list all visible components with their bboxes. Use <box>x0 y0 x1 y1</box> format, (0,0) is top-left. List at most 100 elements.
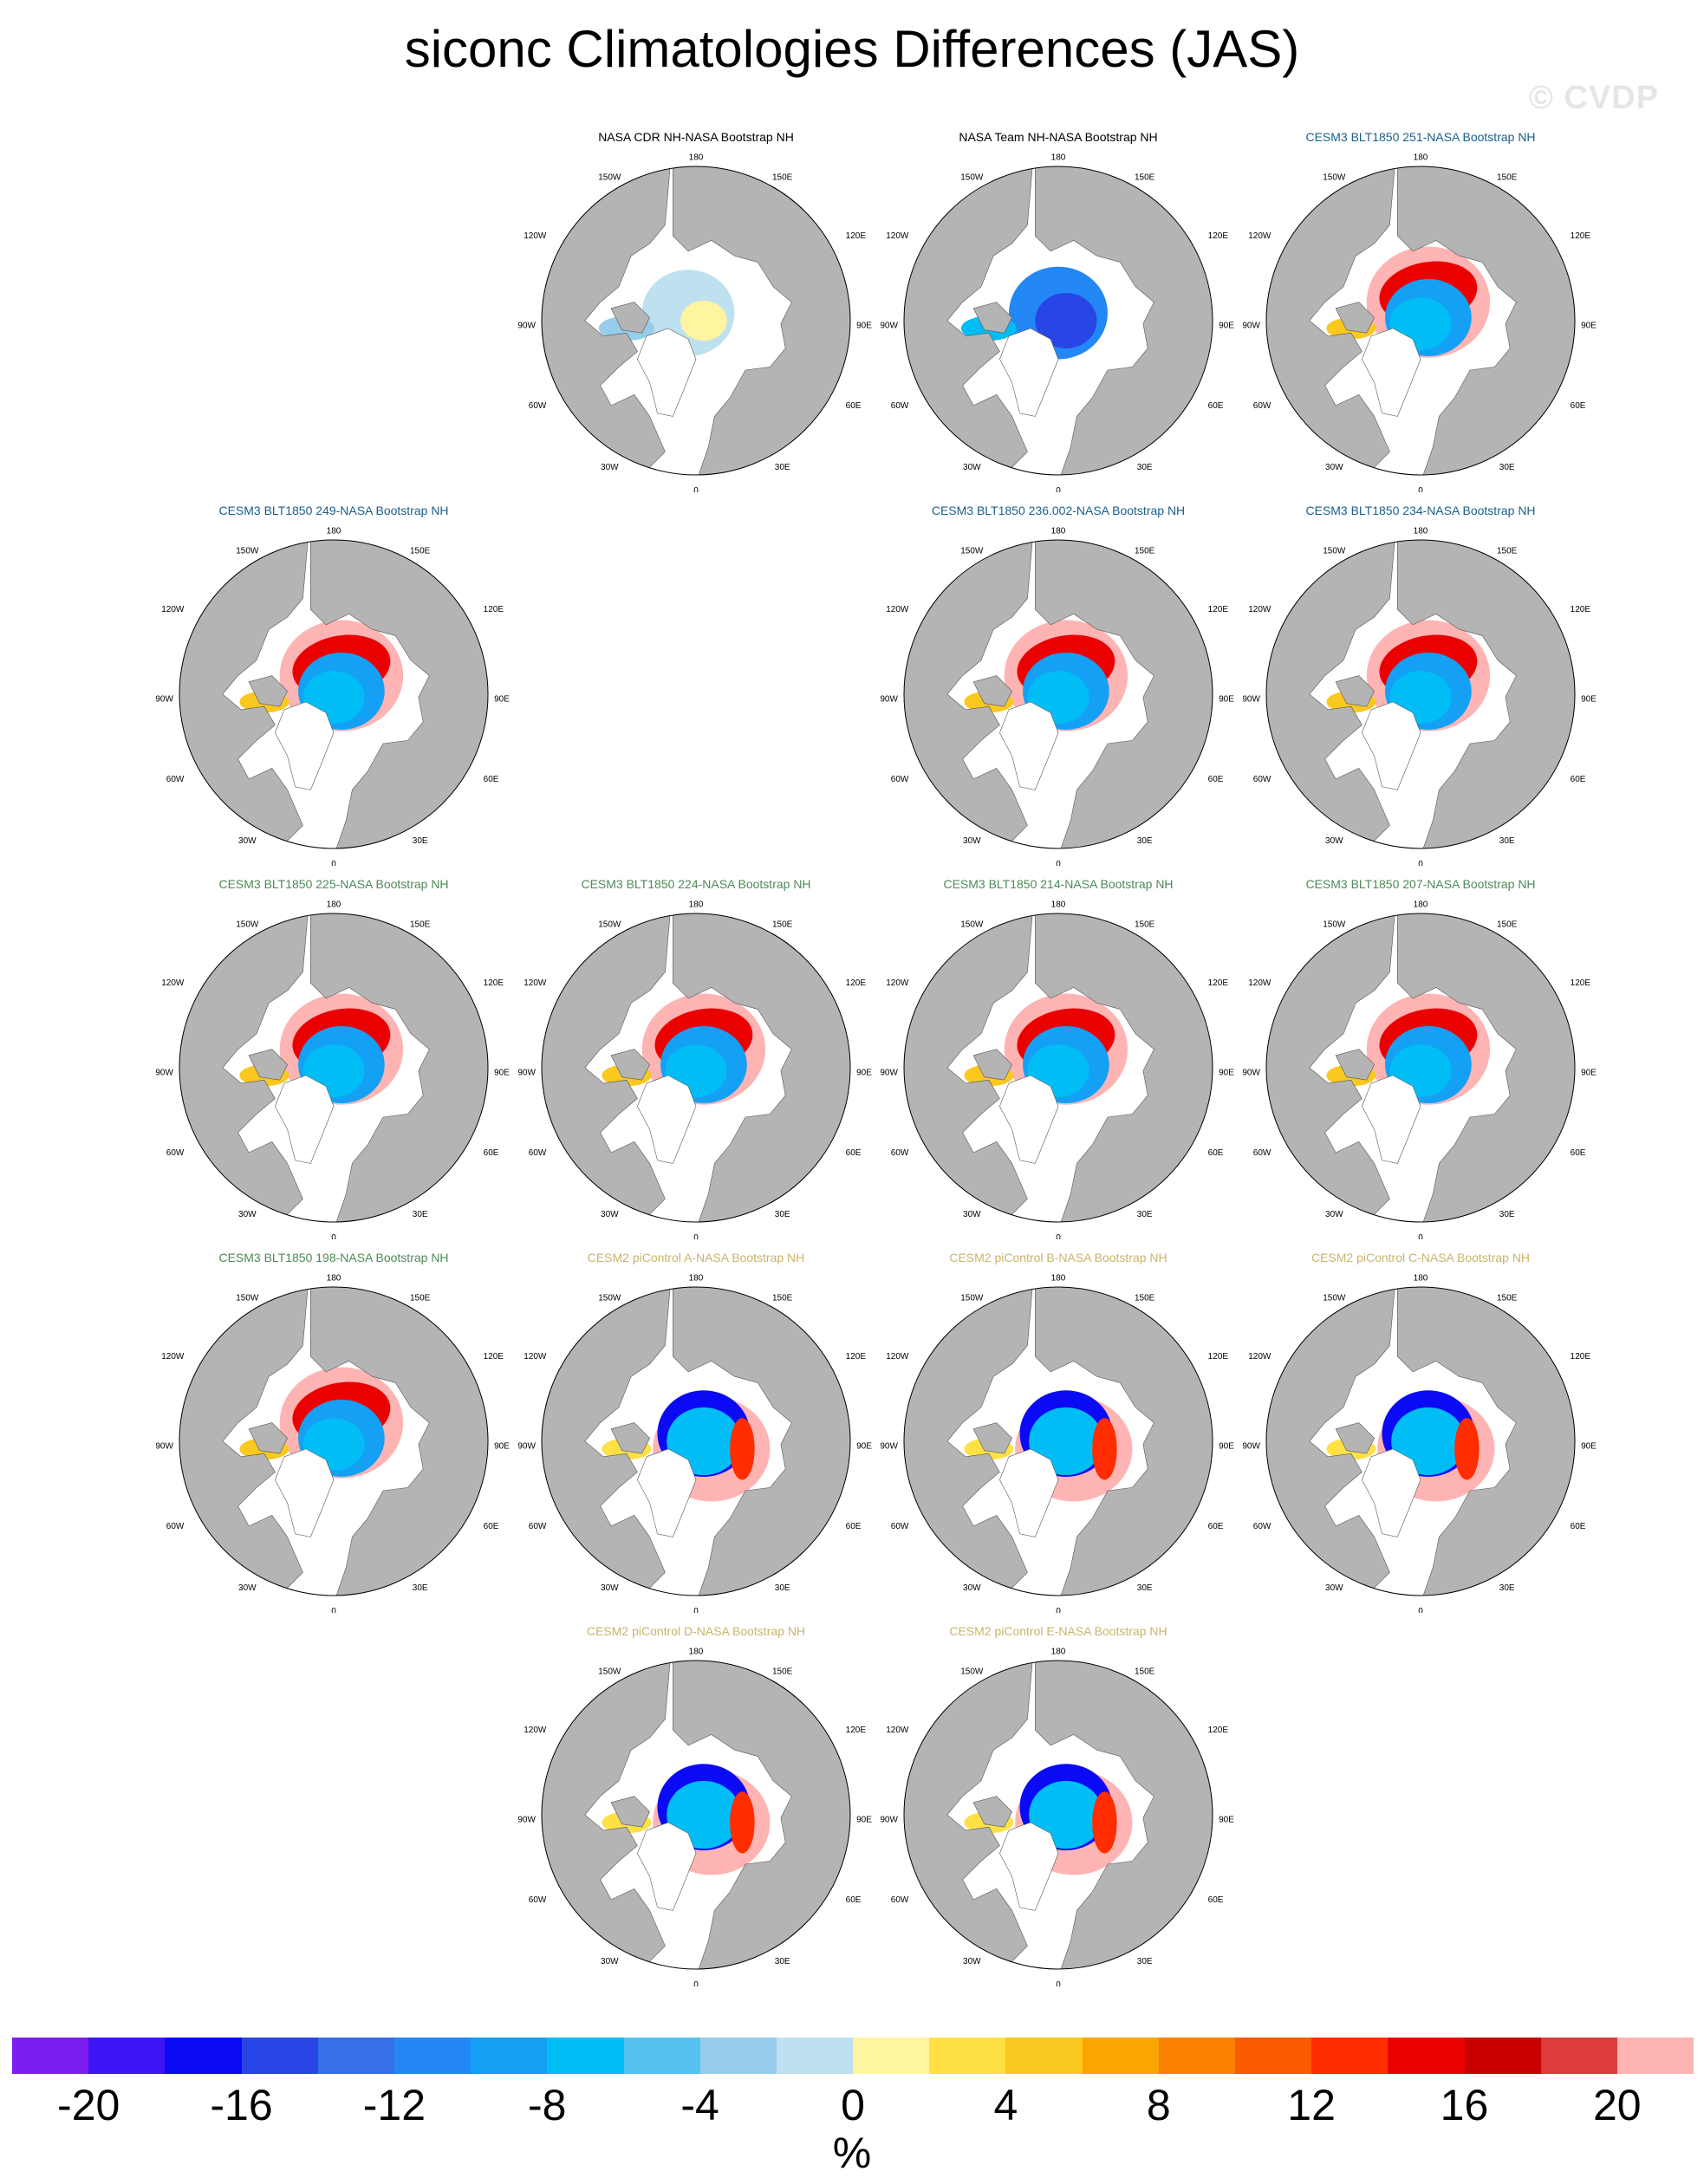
longitude-label: 120E <box>1571 605 1591 614</box>
greenland-outline <box>275 1075 335 1164</box>
map-panel: CESM3 BLT1850 251-NASA Bootstrap NH 180 0 1… <box>1243 130 1598 492</box>
longitude-label: 180 <box>1051 900 1066 909</box>
longitude-label: 60W <box>1253 1522 1271 1531</box>
canadian-archipelago <box>972 675 1012 707</box>
longitude-label: 180 <box>1414 526 1428 536</box>
longitude-label: 120W <box>1248 978 1271 988</box>
longitude-label: 150E <box>1135 920 1155 929</box>
longitude-label: 120W <box>524 231 547 241</box>
longitude-label: 120W <box>886 1352 909 1362</box>
longitude-label: 30E <box>1137 836 1153 846</box>
longitude-label: 90E <box>856 1815 872 1824</box>
polar-map: 180 0 150W 150E 120W 120E 90W 90E 60W 60E 30W 30E <box>881 900 1234 1239</box>
longitude-label: 90W <box>156 1441 173 1451</box>
longitude-label: 0 <box>1056 860 1061 866</box>
longitude-label: 60W <box>1253 775 1271 784</box>
ice-diff-core <box>1035 292 1097 349</box>
longitude-label: 90E <box>494 1441 510 1451</box>
panel-title: NASA Team NH-NASA Bootstrap NH <box>959 130 1158 144</box>
canadian-archipelago <box>610 1422 650 1454</box>
canadian-archipelago <box>248 1049 288 1081</box>
longitude-label: 60E <box>846 1522 862 1531</box>
greenland-outline <box>275 1448 335 1537</box>
canadian-archipelago <box>1335 675 1375 707</box>
longitude-label: 150W <box>960 546 984 556</box>
longitude-label: 120E <box>846 978 867 988</box>
greenland-outline <box>637 1822 697 1911</box>
longitude-label: 180 <box>689 1273 704 1283</box>
longitude-label: 120W <box>886 605 909 614</box>
map-panel: NASA CDR NH-NASA Bootstrap NH 180 0 150W 150… <box>518 130 874 492</box>
longitude-label: 120E <box>1208 1352 1229 1362</box>
longitude-label: 150E <box>772 172 793 182</box>
colorbar-tick-label: -12 <box>362 2081 426 2129</box>
longitude-label: 60E <box>846 401 862 411</box>
longitude-label: 0 <box>1418 1607 1423 1613</box>
colorbar-tick-label: 0 <box>841 2081 865 2129</box>
map-panel: CESM3 BLT1850 224-NASA Bootstrap NH 180 0 1… <box>518 877 874 1239</box>
longitude-label: 90W <box>1243 1441 1260 1451</box>
canadian-archipelago <box>972 1796 1012 1828</box>
colorbar-swatch <box>1616 2038 1694 2074</box>
longitude-label: 150W <box>236 920 259 929</box>
longitude-label: 30W <box>963 1210 981 1219</box>
polar-map: 180 0 150W 150E 120W 120E 90W 90E 60W 60E 30W 30E <box>881 153 1234 492</box>
map-boundary <box>541 166 851 476</box>
greenland-outline <box>1362 1448 1421 1537</box>
longitude-label: 150W <box>236 1293 259 1303</box>
longitude-label: 150W <box>1323 1293 1346 1303</box>
greenland-outline <box>637 328 697 417</box>
panel-title: CESM2 piControl E-NASA Bootstrap NH <box>949 1624 1167 1638</box>
longitude-label: 120E <box>846 1352 867 1362</box>
canadian-archipelago <box>1335 302 1375 334</box>
longitude-label: 150E <box>410 1293 431 1303</box>
longitude-label: 90W <box>518 321 536 330</box>
panel-title: CESM3 BLT1850 207-NASA Bootstrap NH <box>1305 877 1536 891</box>
longitude-label: 90W <box>881 1068 898 1077</box>
longitude-label: 60E <box>1571 1148 1586 1158</box>
longitude-label: 90W <box>518 1815 536 1824</box>
longitude-label: 150E <box>1135 1293 1155 1303</box>
longitude-label: 90E <box>494 1068 510 1077</box>
longitude-label: 180 <box>689 153 704 162</box>
longitude-label: 120W <box>1248 1352 1271 1362</box>
longitude-label: 60W <box>1253 401 1271 411</box>
longitude-label: 90E <box>1219 1441 1234 1451</box>
longitude-label: 0 <box>331 1233 336 1239</box>
longitude-label: 120E <box>484 978 504 988</box>
longitude-label: 90E <box>1581 1068 1597 1077</box>
colorbar-tick-label: -16 <box>210 2081 273 2129</box>
longitude-label: 60W <box>1253 1148 1271 1158</box>
canadian-archipelago <box>248 675 288 707</box>
longitude-label: 90W <box>881 694 898 704</box>
colorbar-swatch <box>547 2038 624 2074</box>
map-panel: CESM2 piControl E-NASA Bootstrap NH 180 0 1… <box>881 1624 1236 1986</box>
map-panel: CESM3 BLT1850 249-NASA Bootstrap NH 180 0 1… <box>156 504 511 866</box>
greenland-outline <box>999 701 1059 790</box>
longitude-label: 120E <box>1208 1726 1229 1735</box>
longitude-label: 90W <box>156 694 173 704</box>
colorbar-swatch <box>1235 2038 1312 2074</box>
longitude-label: 90E <box>1219 1068 1234 1077</box>
longitude-label: 60W <box>166 1148 185 1158</box>
longitude-label: 30E <box>413 1583 428 1593</box>
longitude-label: 30W <box>963 463 981 472</box>
canadian-archipelago <box>1335 1422 1375 1454</box>
longitude-label: 180 <box>1051 526 1066 536</box>
longitude-label: 30E <box>775 463 790 472</box>
longitude-label: 30W <box>601 1957 619 1966</box>
longitude-label: 90W <box>881 321 898 330</box>
longitude-label: 30W <box>238 836 257 846</box>
greenland-outline <box>999 1075 1059 1164</box>
longitude-label: 150E <box>772 920 793 929</box>
colorbar-swatch <box>623 2038 700 2074</box>
colorbar-tick-labels: -20 -16 -12 -8 -4 0 4 8 12 16 20 <box>12 2080 1694 2141</box>
colorbar-swatch <box>699 2038 777 2074</box>
longitude-label: 60E <box>1571 1522 1586 1531</box>
polar-map: 180 0 150W 150E 120W 120E 90W 90E 60W 60E 30W 30E <box>156 1273 510 1613</box>
colorbar-tick-label: -20 <box>57 2081 120 2129</box>
colorbar-swatch <box>1540 2038 1617 2074</box>
longitude-label: 60E <box>1208 1895 1224 1905</box>
longitude-label: 30E <box>1499 836 1515 846</box>
colorbar-swatch <box>1158 2038 1235 2074</box>
